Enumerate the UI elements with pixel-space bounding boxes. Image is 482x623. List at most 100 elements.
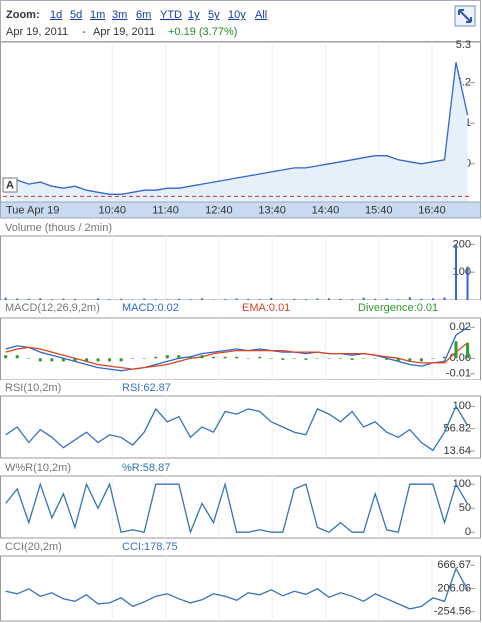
zoom-link[interactable]: 1m bbox=[90, 9, 105, 21]
volume-bar bbox=[120, 298, 123, 300]
flag-label: A bbox=[6, 179, 14, 191]
volume-bar bbox=[327, 298, 330, 300]
volume-bar bbox=[108, 299, 111, 300]
zoom-link[interactable]: 5d bbox=[70, 9, 82, 21]
divergence-bar bbox=[304, 358, 308, 360]
panel-title: MACD(12,26,9,2m) bbox=[5, 302, 100, 314]
price-line bbox=[5, 62, 469, 195]
y-tick-label: -0.01 bbox=[446, 368, 471, 380]
divergence-bar bbox=[408, 358, 412, 362]
divergence-bar bbox=[177, 355, 181, 359]
y-tick-label: 0.02 bbox=[450, 321, 471, 333]
y-tick-label: 13.64 bbox=[443, 445, 471, 457]
y-tick-label: 100 bbox=[453, 266, 471, 278]
volume-bar bbox=[374, 298, 377, 300]
indicator-line bbox=[5, 404, 469, 452]
volume-bar bbox=[270, 298, 273, 300]
divergence-bar bbox=[142, 358, 146, 359]
panel-title: Volume (thous / 2min) bbox=[5, 222, 112, 234]
divergence-bar bbox=[15, 355, 19, 359]
zoom-link[interactable]: All bbox=[255, 9, 267, 21]
volume-bar bbox=[258, 299, 261, 300]
price-area bbox=[5, 62, 468, 202]
y-tick-label: 666.67 bbox=[437, 559, 471, 571]
divergence-bar bbox=[373, 358, 377, 359]
zoom-link[interactable]: 1y bbox=[188, 9, 200, 21]
x-tick-label: 12:40 bbox=[205, 204, 233, 216]
date-from: Apr 19, 2011 bbox=[6, 26, 68, 38]
volume-bar bbox=[235, 298, 238, 300]
volume-bar bbox=[200, 298, 203, 300]
y-tick-label: 50 bbox=[459, 502, 471, 514]
panel-frame bbox=[0, 555, 481, 622]
panel-header bbox=[0, 300, 481, 316]
divergence-bar bbox=[73, 358, 77, 362]
divergence-bar bbox=[350, 358, 354, 360]
volume-bar bbox=[166, 299, 169, 300]
divergence-bar bbox=[50, 358, 54, 362]
y-tick-label: 200 bbox=[453, 238, 471, 250]
panel-frame bbox=[0, 395, 481, 459]
y-tick-label: 206.06 bbox=[437, 582, 471, 594]
divergence-bar bbox=[165, 355, 169, 359]
divergence-bar bbox=[385, 358, 389, 360]
panel-frame bbox=[0, 475, 481, 539]
zoom-link[interactable]: 3m bbox=[112, 9, 127, 21]
divergence-bar bbox=[4, 355, 8, 359]
divergence-bar bbox=[84, 358, 88, 362]
x-tick-label: 14:40 bbox=[312, 204, 340, 216]
volume-bar bbox=[339, 298, 342, 300]
volume-bar bbox=[73, 298, 76, 300]
divergence-bar bbox=[466, 342, 470, 359]
legend-entry: Divergence:0.01 bbox=[358, 302, 438, 314]
divergence-bar bbox=[188, 356, 192, 359]
zoom-link[interactable]: YTD bbox=[160, 9, 182, 21]
panel-header bbox=[0, 460, 481, 476]
expand-button[interactable] bbox=[454, 5, 476, 27]
volume-bar bbox=[189, 299, 192, 300]
divergence-bar bbox=[119, 358, 123, 362]
divergence-bar bbox=[327, 358, 331, 359]
panel-title: W%R(10,2m) bbox=[5, 462, 71, 474]
y-tick-label: 0 bbox=[465, 526, 471, 538]
volume-bar bbox=[85, 299, 88, 300]
volume-bar bbox=[455, 244, 458, 300]
zoom-link[interactable]: 10y bbox=[228, 9, 246, 21]
indicator-line bbox=[5, 342, 469, 370]
legend-entry: RSI:62.87 bbox=[122, 382, 171, 394]
volume-bar bbox=[408, 297, 411, 300]
divergence-bar bbox=[212, 356, 216, 359]
change: +0.19 (3.77%) bbox=[168, 26, 237, 38]
panel-title: CCI(20,2m) bbox=[5, 541, 62, 553]
volume-bar bbox=[431, 298, 434, 300]
x-tick-label: 10:40 bbox=[98, 204, 126, 216]
volume-bar bbox=[131, 299, 134, 300]
y-tick-label: -254.56 bbox=[434, 606, 471, 618]
flag-box bbox=[2, 177, 18, 193]
volume-bar bbox=[224, 299, 227, 300]
volume-bar bbox=[97, 298, 100, 300]
divergence-bar bbox=[431, 358, 435, 359]
divergence-bar bbox=[131, 358, 135, 359]
volume-bar bbox=[212, 299, 215, 300]
volume-bar bbox=[316, 298, 319, 300]
divergence-bar bbox=[396, 358, 400, 362]
divergence-bar bbox=[258, 356, 262, 359]
volume-bar bbox=[39, 298, 42, 300]
divergence-bar bbox=[454, 341, 458, 359]
volume-bar bbox=[362, 297, 365, 300]
legend-entry: EMA:0.01 bbox=[242, 302, 290, 314]
divergence-bar bbox=[339, 358, 343, 359]
volume-bar bbox=[4, 297, 7, 300]
panel-header bbox=[0, 539, 481, 555]
zoom-link[interactable]: 6m bbox=[136, 9, 151, 21]
volume-bar bbox=[385, 298, 388, 300]
volume-bar bbox=[177, 298, 180, 300]
zoom-link[interactable]: 5y bbox=[208, 9, 220, 21]
indicator-line bbox=[5, 326, 468, 372]
volume-bar bbox=[62, 298, 65, 300]
zoom-link[interactable]: 1d bbox=[50, 9, 62, 21]
toolbar bbox=[0, 0, 481, 42]
